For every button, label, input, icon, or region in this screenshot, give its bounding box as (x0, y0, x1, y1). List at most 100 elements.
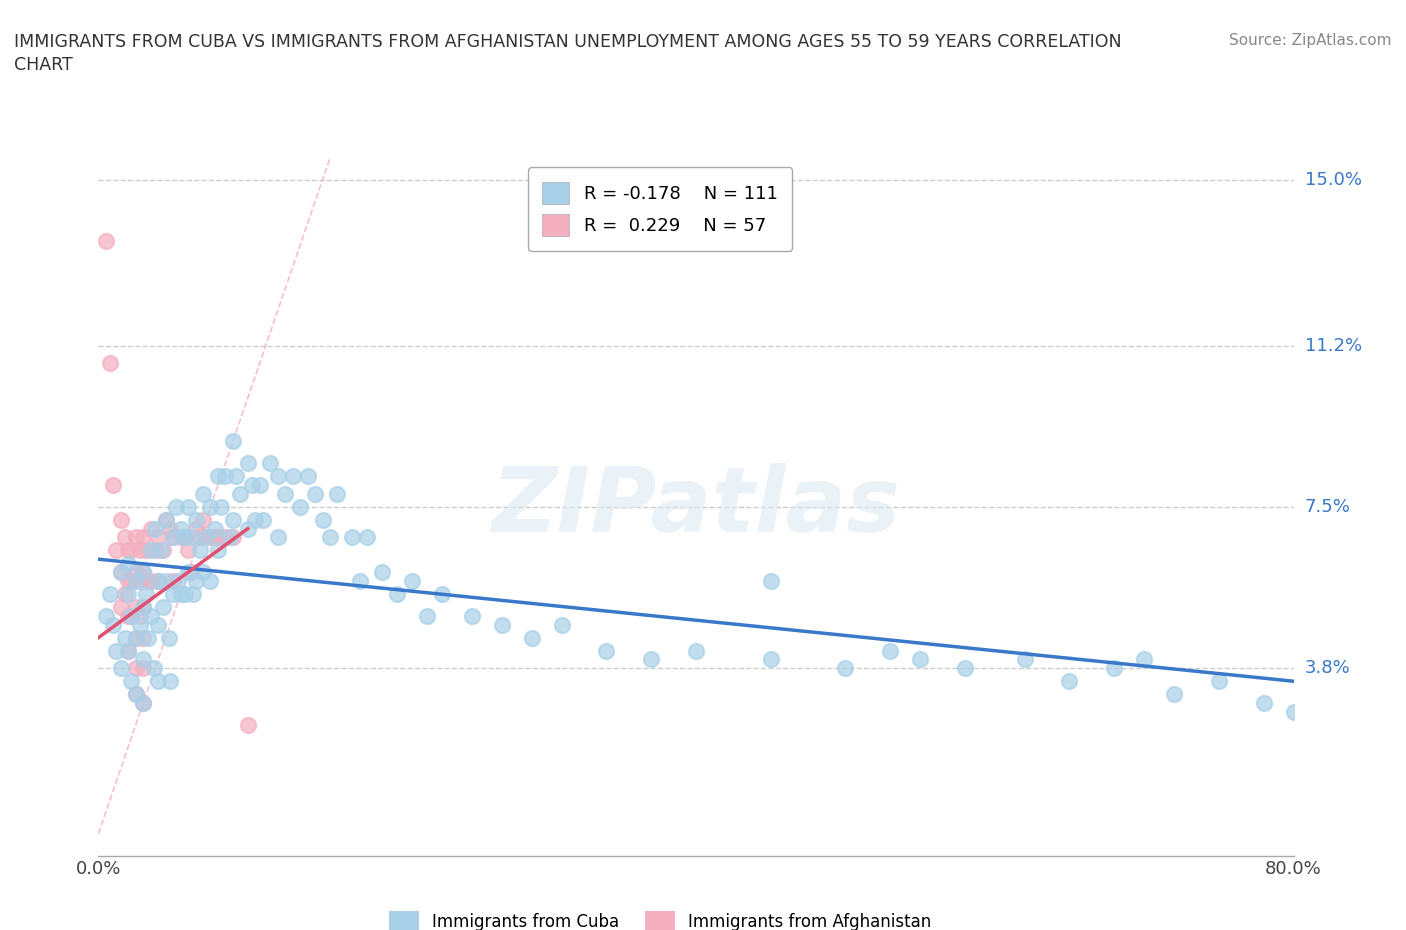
Point (152, 543, 174, 558)
Point (117, 644, 139, 658)
Point (214, 530, 236, 545)
Text: IMMIGRANTS FROM CUBA VS IMMIGRANTS FROM AFGHANISTAN UNEMPLOYMENT AMONG AGES 55 T: IMMIGRANTS FROM CUBA VS IMMIGRANTS FROM … (14, 33, 1122, 50)
Point (188, 543, 211, 558)
Point (180, 530, 202, 545)
Point (177, 543, 200, 558)
Point (117, 574, 139, 589)
Point (491, 618, 513, 632)
Point (129, 608, 152, 623)
Point (225, 469, 247, 484)
Text: CHART: CHART (14, 56, 73, 73)
Point (245, 512, 267, 527)
Point (125, 660, 148, 675)
Point (371, 565, 394, 579)
Text: Source: ZipAtlas.com: Source: ZipAtlas.com (1229, 33, 1392, 47)
Text: 3.8%: 3.8% (1305, 659, 1350, 677)
Point (139, 543, 162, 558)
Point (188, 530, 211, 545)
Point (125, 574, 148, 589)
Point (155, 574, 177, 589)
Point (550, 618, 572, 632)
Point (162, 574, 184, 589)
Point (879, 644, 901, 658)
Point (209, 499, 232, 514)
Point (1163, 687, 1185, 702)
Point (311, 512, 333, 527)
Point (252, 512, 274, 527)
Point (114, 631, 136, 645)
Point (114, 587, 136, 602)
Point (169, 587, 191, 602)
Point (159, 521, 181, 536)
Point (152, 600, 174, 615)
Point (110, 600, 132, 615)
Point (520, 631, 543, 645)
Point (1133, 652, 1156, 667)
Point (191, 486, 214, 501)
Point (385, 587, 409, 602)
Point (110, 565, 132, 579)
Point (184, 512, 207, 527)
Point (155, 512, 177, 527)
Point (148, 618, 170, 632)
Point (1104, 660, 1126, 675)
Point (120, 608, 142, 623)
Point (125, 687, 148, 702)
Point (132, 600, 155, 615)
Point (953, 660, 976, 675)
Point (169, 530, 191, 545)
Point (685, 644, 707, 658)
Point (416, 608, 439, 623)
Point (148, 574, 170, 589)
Point (174, 587, 197, 602)
Point (162, 587, 184, 602)
Point (259, 456, 281, 471)
Point (194, 530, 218, 545)
Point (120, 673, 142, 688)
Point (184, 574, 207, 589)
Point (461, 608, 484, 623)
Point (207, 469, 229, 484)
Point (1014, 652, 1036, 667)
Point (236, 456, 259, 471)
Point (114, 530, 136, 545)
Point (1253, 696, 1275, 711)
Point (110, 565, 132, 579)
Point (125, 631, 148, 645)
Point (165, 499, 187, 514)
Point (142, 660, 165, 675)
Point (229, 486, 252, 501)
Point (120, 543, 142, 558)
Point (200, 530, 222, 545)
Point (132, 696, 155, 711)
Point (136, 574, 159, 589)
Point (132, 696, 155, 711)
Point (1059, 673, 1081, 688)
Point (191, 512, 214, 527)
Point (139, 521, 162, 536)
Legend: Immigrants from Cuba, Immigrants from Afghanistan: Immigrants from Cuba, Immigrants from Af… (382, 904, 938, 930)
Point (98, 587, 122, 602)
Point (236, 521, 259, 536)
Point (132, 652, 155, 667)
Point (222, 530, 245, 545)
Point (132, 600, 155, 615)
Point (267, 530, 290, 545)
Point (150, 543, 173, 558)
Point (356, 530, 378, 545)
Point (117, 644, 139, 658)
Point (1208, 673, 1230, 688)
Point (288, 499, 311, 514)
Point (222, 512, 245, 527)
Point (200, 499, 222, 514)
Point (240, 478, 263, 493)
Point (105, 644, 128, 658)
Point (159, 673, 181, 688)
Point (125, 687, 148, 702)
Point (132, 565, 155, 579)
Point (834, 660, 856, 675)
Point (326, 486, 349, 501)
Point (219, 530, 242, 545)
Point (129, 574, 152, 589)
Text: 11.2%: 11.2% (1305, 337, 1362, 354)
